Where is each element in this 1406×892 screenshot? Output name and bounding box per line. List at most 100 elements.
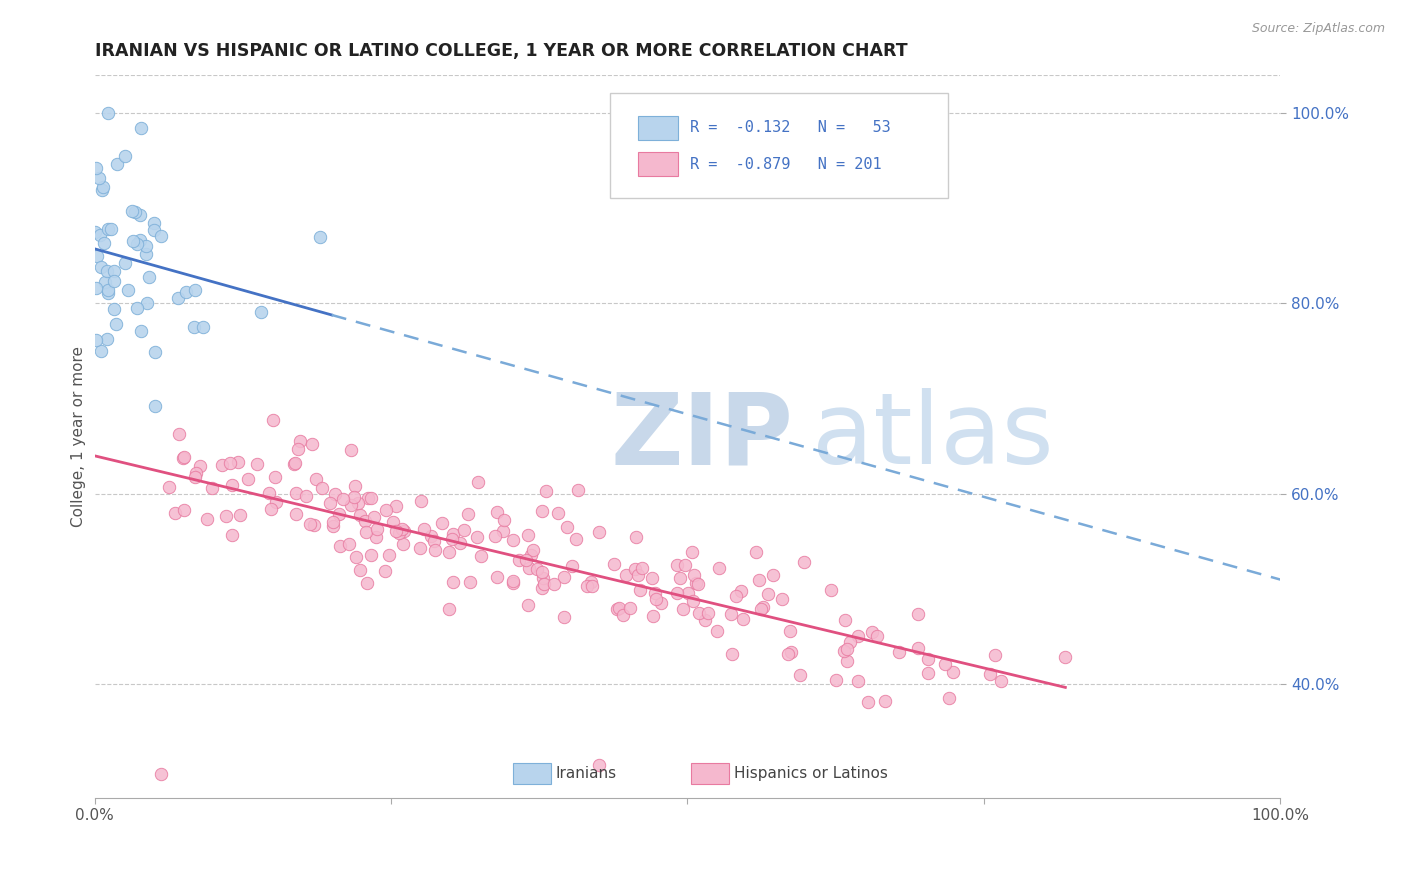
Point bbox=[173, 450, 195, 465]
Point bbox=[1054, 649, 1077, 664]
Point bbox=[347, 496, 370, 510]
FancyBboxPatch shape bbox=[638, 116, 678, 140]
Point bbox=[211, 458, 233, 472]
Point bbox=[873, 694, 896, 708]
Point bbox=[411, 494, 433, 508]
Point bbox=[90, 260, 112, 274]
Point bbox=[607, 601, 630, 615]
Point bbox=[628, 582, 651, 597]
Point bbox=[105, 157, 128, 171]
Point bbox=[730, 584, 752, 599]
Point bbox=[770, 591, 793, 606]
Point bbox=[356, 524, 378, 539]
Point bbox=[491, 524, 513, 538]
Text: Iranians: Iranians bbox=[555, 766, 617, 781]
Point bbox=[453, 524, 475, 538]
Point bbox=[257, 486, 280, 500]
Point bbox=[84, 334, 107, 348]
Point bbox=[249, 305, 271, 319]
Point bbox=[246, 457, 269, 471]
Point bbox=[83, 226, 105, 240]
Point bbox=[354, 514, 377, 528]
Point bbox=[425, 543, 447, 558]
Point bbox=[866, 629, 889, 643]
Point bbox=[553, 610, 575, 624]
Point bbox=[721, 647, 744, 661]
Point bbox=[752, 600, 775, 615]
Point bbox=[762, 567, 785, 582]
Point bbox=[391, 537, 413, 551]
Point bbox=[526, 562, 548, 576]
Point bbox=[576, 579, 599, 593]
Point bbox=[135, 239, 157, 253]
Point bbox=[942, 665, 965, 680]
Point bbox=[190, 458, 212, 473]
Text: atlas: atlas bbox=[813, 388, 1053, 485]
Point bbox=[385, 499, 408, 513]
Point bbox=[693, 613, 716, 627]
Point bbox=[744, 544, 766, 558]
Point bbox=[392, 524, 415, 538]
Point bbox=[127, 237, 149, 252]
Point bbox=[375, 502, 398, 516]
Point bbox=[612, 607, 634, 622]
Point bbox=[522, 542, 544, 557]
Point bbox=[363, 510, 385, 524]
Text: R =  -0.132   N =   53: R = -0.132 N = 53 bbox=[690, 120, 890, 136]
Point bbox=[221, 528, 243, 542]
Point bbox=[97, 284, 120, 298]
Point bbox=[299, 516, 322, 531]
Point bbox=[603, 558, 626, 572]
Point bbox=[114, 255, 136, 269]
Point bbox=[173, 503, 195, 517]
Point bbox=[163, 506, 186, 520]
Point bbox=[262, 413, 284, 427]
Point bbox=[409, 541, 432, 555]
Point bbox=[465, 530, 488, 544]
Point bbox=[534, 484, 557, 499]
Point bbox=[174, 285, 197, 299]
Point bbox=[990, 673, 1012, 688]
Point bbox=[145, 345, 167, 359]
Point bbox=[305, 472, 328, 486]
Point bbox=[388, 525, 411, 540]
Point bbox=[517, 560, 540, 574]
Point bbox=[441, 575, 464, 590]
Point bbox=[502, 533, 524, 547]
Point bbox=[91, 179, 114, 194]
Point bbox=[439, 544, 461, 558]
Point bbox=[96, 263, 118, 277]
Point bbox=[441, 527, 464, 541]
Point bbox=[344, 549, 367, 564]
Point bbox=[125, 301, 148, 316]
Text: Source: ZipAtlas.com: Source: ZipAtlas.com bbox=[1251, 22, 1385, 36]
Point bbox=[748, 573, 770, 587]
Point bbox=[104, 317, 127, 331]
Point bbox=[676, 586, 699, 600]
Point bbox=[502, 575, 524, 590]
Point bbox=[129, 121, 152, 136]
Point bbox=[311, 481, 333, 495]
Point bbox=[378, 548, 401, 562]
Point bbox=[360, 491, 382, 506]
Point bbox=[789, 667, 811, 681]
Point bbox=[236, 472, 259, 486]
Point bbox=[846, 673, 869, 688]
Point bbox=[149, 767, 172, 781]
Point bbox=[666, 586, 689, 600]
Point bbox=[724, 589, 747, 603]
Point bbox=[423, 534, 446, 549]
Point bbox=[373, 564, 395, 578]
Point bbox=[357, 491, 380, 506]
Point bbox=[288, 434, 311, 448]
Point bbox=[502, 574, 524, 588]
Point bbox=[263, 470, 285, 484]
Point bbox=[366, 522, 388, 536]
Point bbox=[672, 601, 695, 615]
Point bbox=[172, 451, 194, 466]
Text: IRANIAN VS HISPANIC OR LATINO COLLEGE, 1 YEAR OR MORE CORRELATION CHART: IRANIAN VS HISPANIC OR LATINO COLLEGE, 1… bbox=[94, 42, 907, 60]
Point bbox=[129, 233, 152, 247]
Point bbox=[508, 552, 530, 566]
Point bbox=[264, 494, 287, 508]
Point bbox=[834, 643, 856, 657]
